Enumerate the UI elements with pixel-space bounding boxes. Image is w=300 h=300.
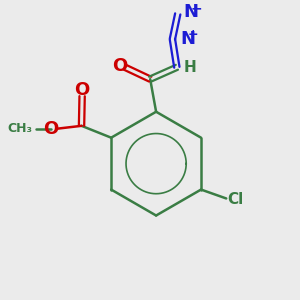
Text: O: O <box>43 120 58 138</box>
Text: N: N <box>181 29 196 47</box>
Text: N: N <box>184 2 199 20</box>
Text: H: H <box>183 60 196 75</box>
Text: O: O <box>112 57 127 75</box>
Text: O: O <box>74 81 90 99</box>
Text: Cl: Cl <box>228 192 244 207</box>
Text: +: + <box>188 28 199 41</box>
Text: −: − <box>191 1 203 15</box>
Text: CH₃: CH₃ <box>8 122 33 135</box>
